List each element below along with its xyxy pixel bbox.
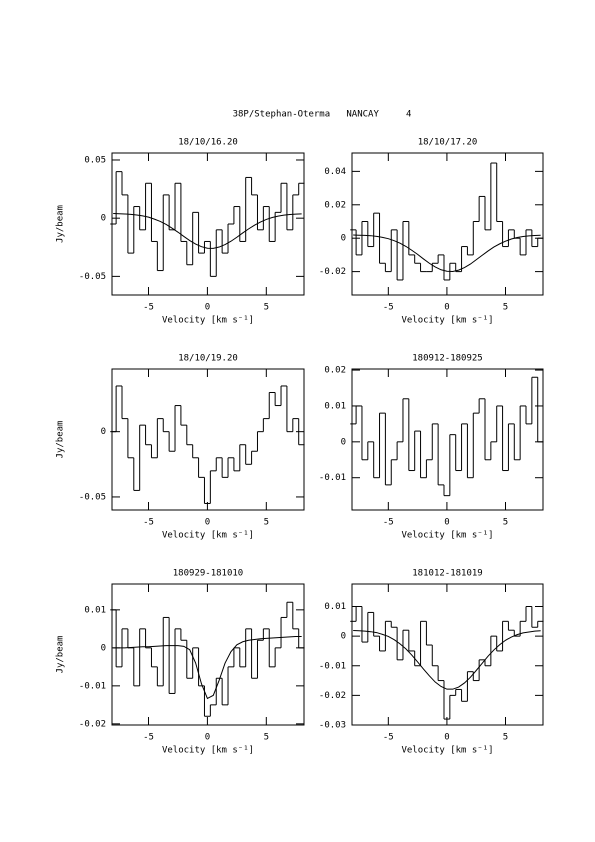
x-tick-label: -5	[383, 518, 394, 528]
y-axis-label: Jy/beam	[56, 636, 66, 674]
x-tick-label: 5	[264, 733, 269, 743]
y-tick-label: 0.01	[324, 401, 346, 411]
y-tick-label: 0	[101, 643, 106, 653]
y-tick-label: -0.02	[319, 691, 346, 701]
plot-frame	[111, 368, 305, 511]
x-tick-label: -5	[383, 733, 394, 743]
panel-title: 18/10/17.20	[418, 138, 478, 148]
y-tick-label: -0.05	[79, 272, 106, 282]
plot-frame	[111, 583, 305, 726]
y-tick-label: -0.01	[319, 473, 346, 483]
y-tick-label: -0.01	[79, 681, 106, 691]
y-tick-label: 0	[341, 632, 346, 642]
x-axis-label: Velocity [km s⁻¹]	[401, 316, 493, 326]
x-tick-label: 0	[444, 518, 449, 528]
y-axis-label: Jy/beam	[56, 205, 66, 243]
panel-title: 18/10/16.20	[178, 138, 238, 148]
fit-line	[113, 635, 302, 700]
x-tick-label: 5	[503, 518, 508, 528]
y-tick-label: 0.05	[84, 155, 106, 165]
y-tick-label: -0.02	[79, 719, 106, 729]
fit-line	[353, 234, 541, 272]
page-title: 38P/Stephan-Oterma NANCAY 4	[233, 110, 412, 120]
fit-line	[113, 213, 302, 249]
plot-frame	[351, 368, 544, 511]
x-axis-label: Velocity [km s⁻¹]	[401, 531, 493, 541]
y-tick-label: 0	[341, 234, 346, 244]
panel-title: 181012-181019	[412, 569, 482, 579]
y-tick-label: -0.05	[79, 492, 106, 502]
x-tick-label: 5	[264, 303, 269, 313]
y-tick-label: 0	[341, 437, 346, 447]
x-tick-label: -5	[143, 303, 154, 313]
y-tick-label: -0.02	[319, 267, 346, 277]
y-tick-label: 0	[101, 214, 106, 224]
fit-line	[353, 630, 541, 690]
x-tick-label: 0	[444, 733, 449, 743]
y-tick-label: 0.04	[324, 167, 346, 177]
plot-frame	[351, 152, 544, 296]
x-tick-label: 5	[264, 518, 269, 528]
x-tick-label: 5	[503, 733, 508, 743]
x-tick-label: -5	[383, 303, 394, 313]
panel-title: 180929-181010	[173, 569, 243, 579]
x-tick-label: -5	[143, 518, 154, 528]
y-tick-label: 0.01	[84, 605, 106, 615]
panel-title: 18/10/19.20	[178, 354, 238, 364]
x-tick-label: 0	[205, 733, 210, 743]
x-axis-label: Velocity [km s⁻¹]	[162, 531, 254, 541]
y-tick-label: 0	[101, 427, 106, 437]
x-axis-label: Velocity [km s⁻¹]	[162, 746, 254, 756]
x-tick-label: 5	[503, 303, 508, 313]
x-tick-label: -5	[143, 733, 154, 743]
y-tick-label: 0.02	[324, 366, 346, 376]
y-tick-label: -0.03	[319, 721, 346, 731]
panel-title: 180912-180925	[412, 354, 482, 364]
x-axis-label: Velocity [km s⁻¹]	[162, 316, 254, 326]
y-tick-label: -0.01	[319, 661, 346, 671]
x-tick-label: 0	[205, 518, 210, 528]
x-tick-label: 0	[205, 303, 210, 313]
plot-frame	[351, 583, 544, 726]
y-tick-label: 0.02	[324, 200, 346, 210]
x-axis-label: Velocity [km s⁻¹]	[401, 746, 493, 756]
x-tick-label: 0	[444, 303, 449, 313]
y-tick-label: 0.01	[324, 602, 346, 612]
y-axis-label: Jy/beam	[56, 421, 66, 459]
